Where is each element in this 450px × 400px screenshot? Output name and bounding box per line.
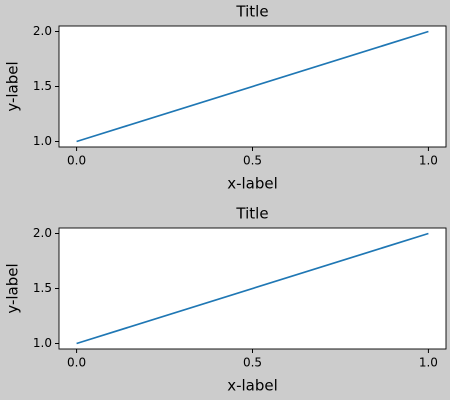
line-series	[76, 30, 429, 143]
chart-title: Title	[235, 3, 268, 21]
x-tick-label: 0.0	[67, 154, 86, 168]
x-tick-label: 1.0	[419, 154, 438, 168]
y-tick-label: 2.0	[33, 24, 52, 38]
x-tick-label: 0.5	[243, 154, 262, 168]
x-axis-label: x-label	[227, 377, 278, 395]
chart-title: Title	[235, 205, 268, 223]
plot-frame	[58, 25, 447, 148]
x-tick-label: 0.5	[243, 356, 262, 370]
x-tick-label: 0.0	[67, 356, 86, 370]
y-axis-label: y-label	[4, 263, 22, 313]
y-tick-label: 1.0	[33, 336, 52, 350]
line-series	[76, 232, 429, 345]
x-axis-label: x-label	[227, 175, 278, 193]
x-tick-label: 1.0	[419, 356, 438, 370]
y-tick-label: 2.0	[33, 226, 52, 240]
plot-frame	[58, 227, 447, 350]
y-tick-label: 1.5	[33, 281, 52, 295]
y-axis-label: y-label	[4, 61, 22, 111]
y-tick-label: 1.0	[33, 134, 52, 148]
y-tick-label: 1.5	[33, 79, 52, 93]
